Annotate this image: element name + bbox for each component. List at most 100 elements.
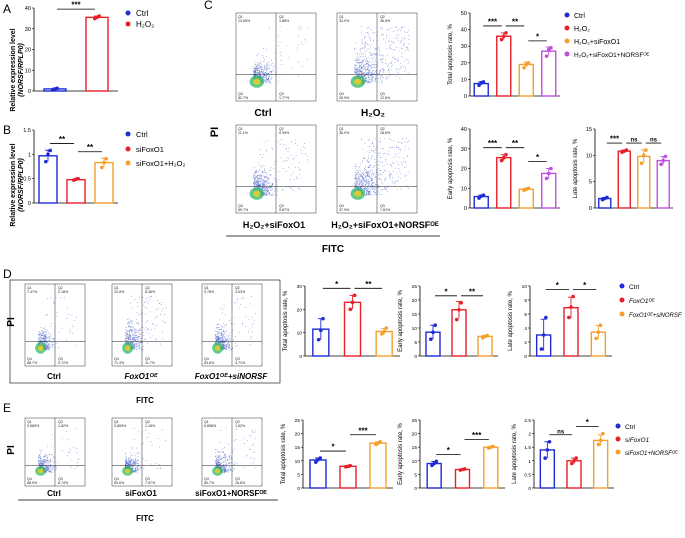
flow-event-dot xyxy=(369,40,371,42)
flow-event-dot xyxy=(363,156,364,158)
flow-event-dot xyxy=(230,348,232,350)
flow-event-dot xyxy=(228,462,230,464)
flow-event-dot xyxy=(379,161,381,163)
flow-event-dot xyxy=(216,333,218,335)
flow-event-dot xyxy=(215,335,217,337)
flow-event-dot xyxy=(300,41,302,43)
flow-event-dot xyxy=(368,81,370,83)
flow-event-dot xyxy=(66,307,68,309)
flow-event-dot xyxy=(127,335,128,337)
flow-event-dot xyxy=(272,69,274,71)
flow-event-dot xyxy=(49,341,51,343)
flow-event-dot xyxy=(131,455,133,457)
flow-event-dot xyxy=(126,334,127,336)
flow-event-dot xyxy=(251,296,253,297)
flow-event-dot xyxy=(371,61,373,63)
flow-event-dot xyxy=(263,141,265,143)
flow-event-dot xyxy=(388,150,390,152)
data-point xyxy=(485,333,490,338)
flow-event-dot xyxy=(129,457,131,459)
flow-event-dot xyxy=(365,57,367,59)
legend-marker xyxy=(564,51,570,57)
flow-event-dot xyxy=(254,438,256,440)
flow-event-dot xyxy=(218,457,220,459)
flow-event-dot xyxy=(262,73,264,75)
flow-event-dot xyxy=(390,44,391,46)
flow-event-dot xyxy=(47,345,49,347)
flow-event-dot xyxy=(371,77,373,79)
flow-event-dot xyxy=(43,339,45,341)
flow-event-dot xyxy=(401,162,403,164)
flow-event-dot xyxy=(256,172,258,174)
flow-event-dot xyxy=(133,470,135,472)
flow-event-dot xyxy=(399,148,401,150)
flow-event-dot xyxy=(51,453,53,455)
flow-event-dot xyxy=(386,54,388,56)
flow-quadrant-label: Q1 xyxy=(238,127,243,131)
flow-event-dot xyxy=(233,302,235,304)
y-tick-label: 8 xyxy=(524,298,527,304)
flow-event-dot xyxy=(369,71,371,73)
flow-quadrant-label: 1.18% xyxy=(145,424,156,428)
flow-event-dot xyxy=(225,427,227,429)
flow-event-dot xyxy=(251,336,253,338)
data-point xyxy=(545,448,550,452)
legend-marker xyxy=(619,311,625,317)
legend-marker xyxy=(125,131,131,137)
flow-event-dot xyxy=(367,67,369,69)
flow-event-dot xyxy=(259,66,261,68)
flow-event-dot xyxy=(372,182,374,184)
flow-event-dot xyxy=(48,465,50,467)
flow-event-dot xyxy=(364,77,366,79)
flow-event-dot xyxy=(273,178,275,180)
flow-event-dot xyxy=(378,164,380,166)
flow-quadrant-label: 16.8% xyxy=(235,481,246,485)
flow-event-dot xyxy=(133,337,135,339)
flow-event-dot xyxy=(40,462,41,464)
flow-event-dot xyxy=(147,333,149,335)
y-axis-title: Early apoptosis rate, % xyxy=(448,137,454,199)
flow-quadrant-label: Q3 xyxy=(279,204,284,208)
data-point xyxy=(549,46,553,50)
flow-event-dot xyxy=(137,331,139,333)
flow-event-dot xyxy=(374,31,375,33)
flow-event-dot xyxy=(391,164,393,166)
flow-event-dot xyxy=(281,64,283,65)
flow-event-dot xyxy=(362,68,364,70)
flow-event-dot xyxy=(364,169,365,171)
flow-event-dot xyxy=(218,458,220,460)
flow-event-dot xyxy=(385,158,387,160)
flow-event-dot xyxy=(358,182,360,184)
data-point xyxy=(501,155,506,160)
flow-event-dot xyxy=(363,47,365,49)
flow-event-dot xyxy=(365,177,367,179)
panel-c-legend: Ctrl H₂O₂ H₂O₂+siFoxO1 H₂O₂+siFoxO1+NORS… xyxy=(564,12,650,59)
flow-event-dot xyxy=(276,181,278,183)
flow-event-dot xyxy=(48,471,50,472)
flow-event-dot xyxy=(229,465,230,467)
flow-event-dot xyxy=(221,326,223,328)
flow-event-dot xyxy=(373,191,375,193)
flow-event-dot xyxy=(404,148,406,150)
flow-event-dot xyxy=(364,75,366,76)
flow-event-dot xyxy=(392,177,394,179)
flow-event-dot xyxy=(45,464,47,466)
flow-event-dot xyxy=(229,332,231,333)
flow-event-dot xyxy=(262,76,264,77)
flow-event-dot xyxy=(148,296,150,298)
flow-event-dot xyxy=(132,463,134,465)
flow-event-dot xyxy=(255,177,257,179)
flow-event-dot xyxy=(355,177,357,178)
flow-event-dot xyxy=(404,69,406,71)
flow-event-dot xyxy=(369,71,371,73)
flow-event-dot xyxy=(150,329,152,331)
flow-event-dot xyxy=(234,336,236,337)
flow-event-dot xyxy=(306,159,308,161)
flow-event-dot xyxy=(142,348,144,350)
flow-event-dot xyxy=(375,192,377,194)
flow-event-dot xyxy=(125,329,127,331)
flow-event-dot xyxy=(254,179,256,180)
flow-event-dot xyxy=(367,173,369,175)
flow-event-dot xyxy=(254,451,256,453)
